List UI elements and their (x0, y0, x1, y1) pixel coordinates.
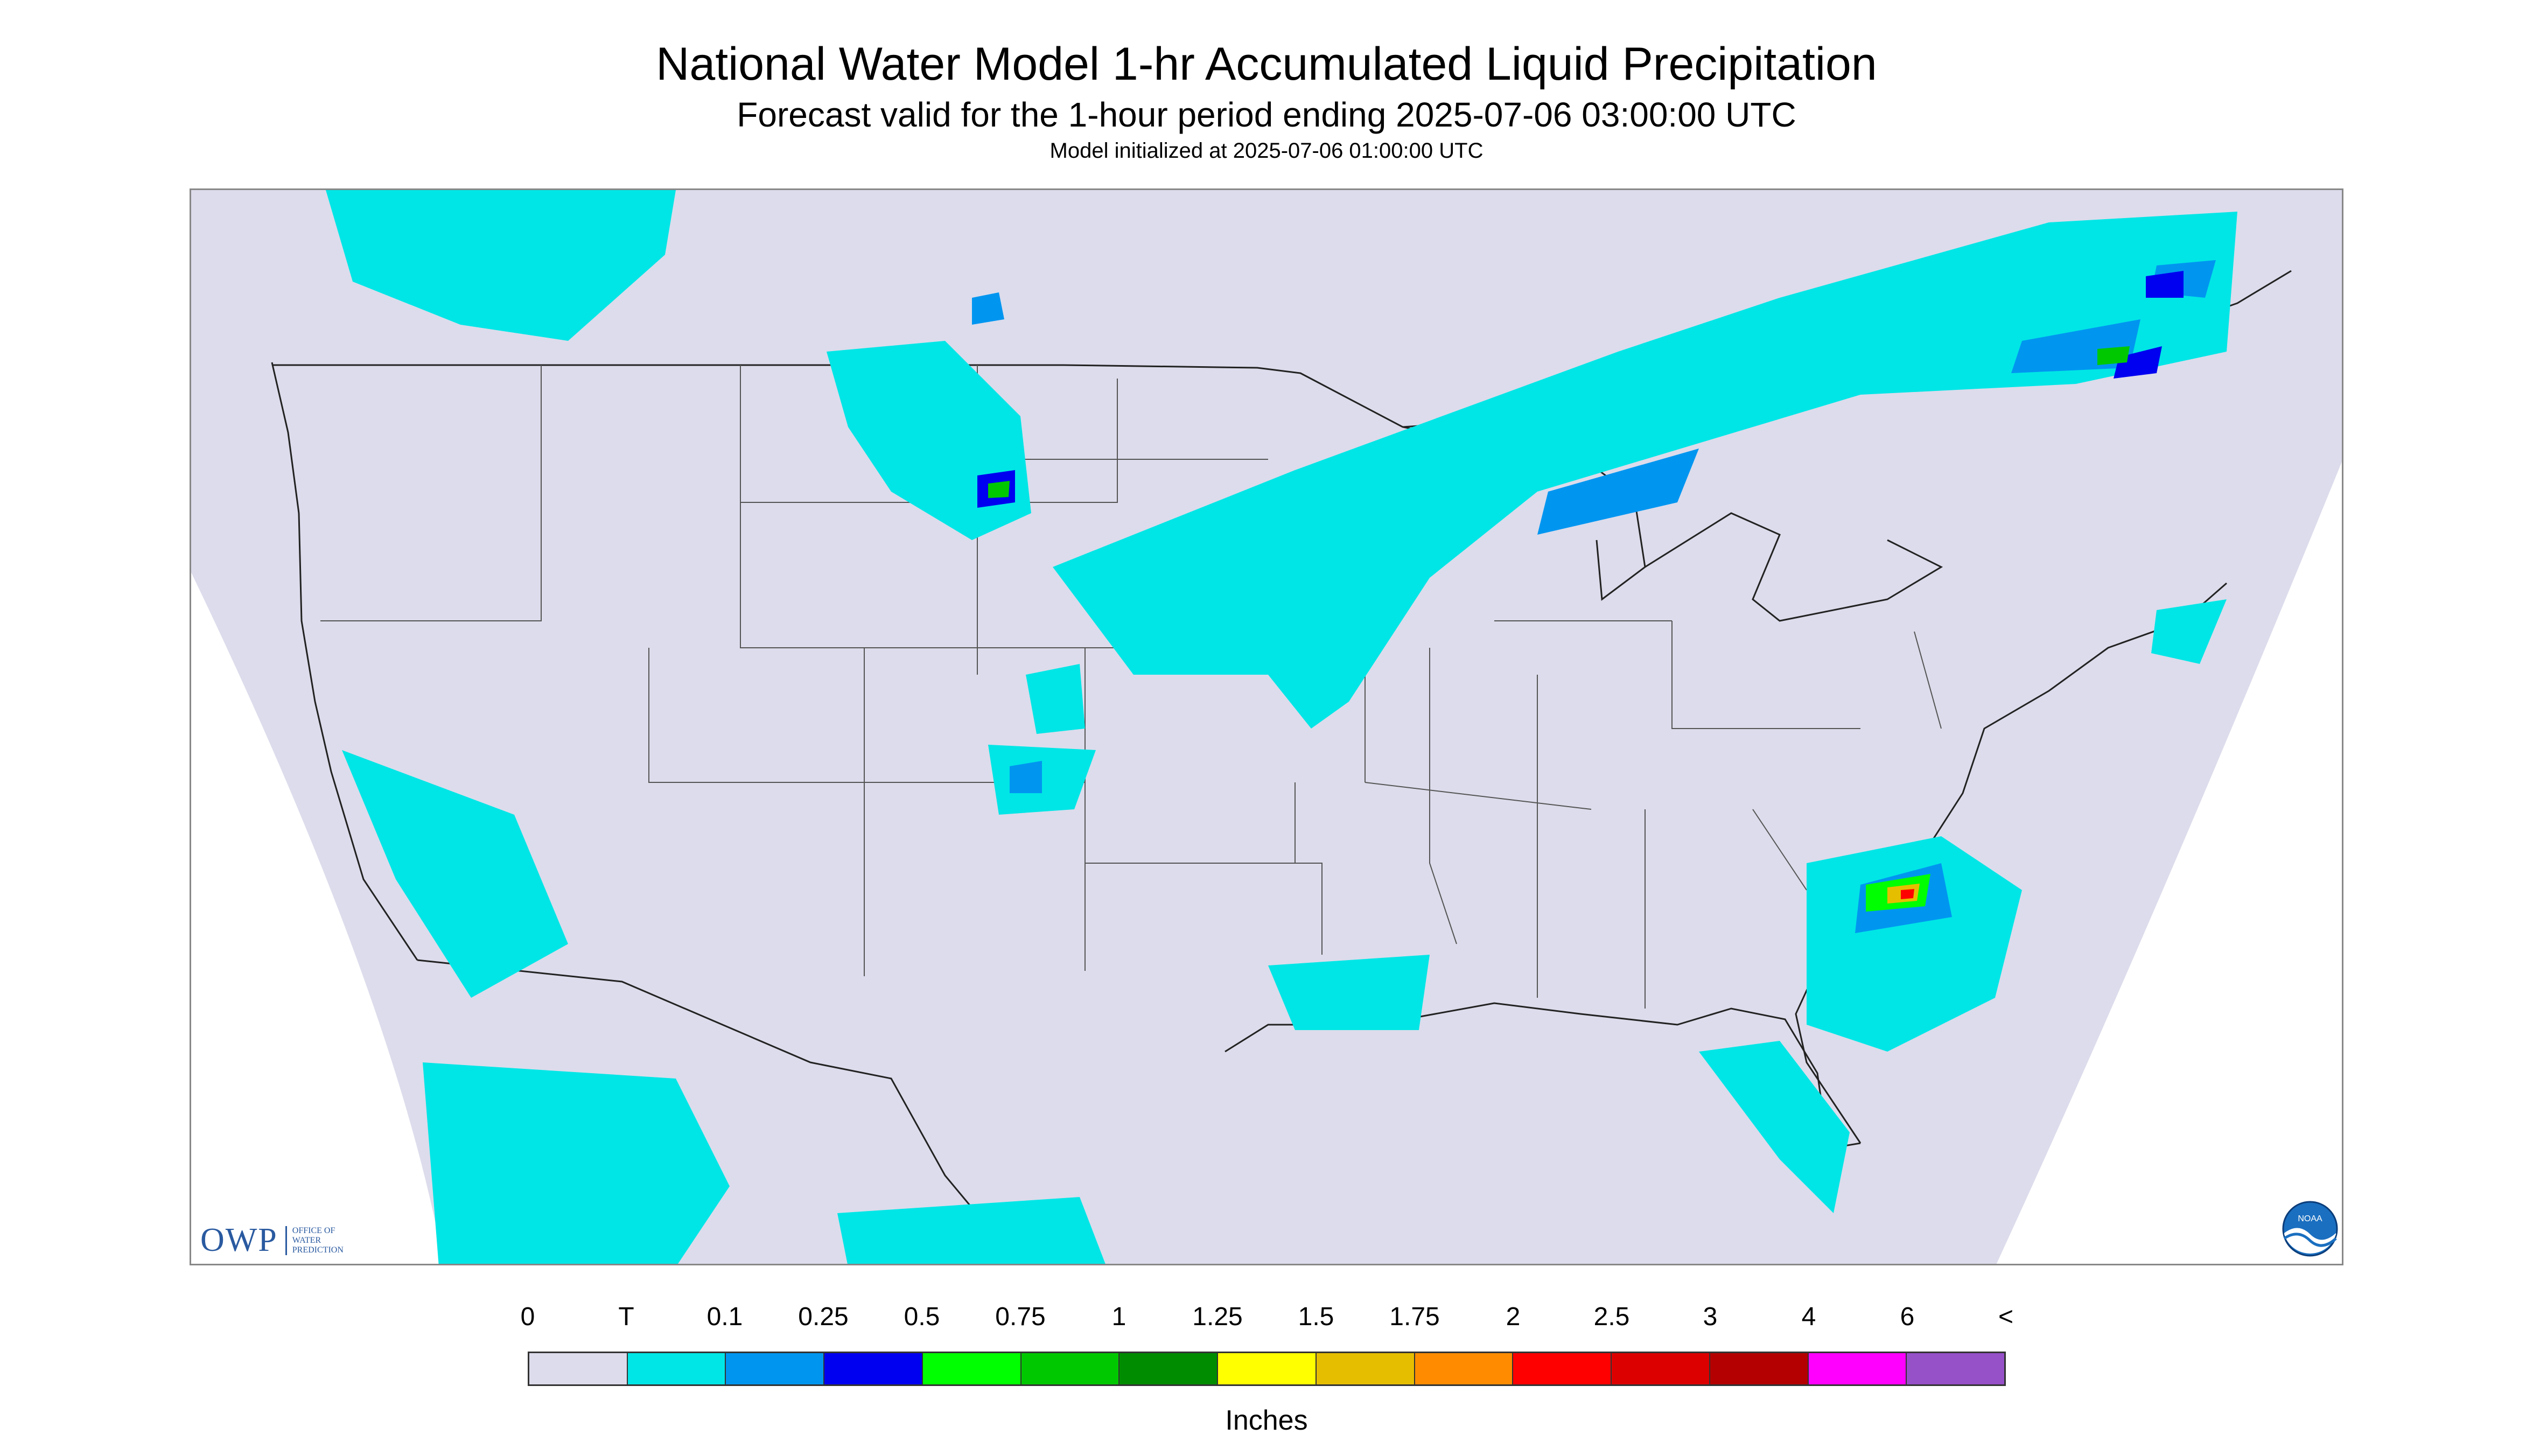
noaa-text: NOAA (2298, 1214, 2322, 1223)
legend-label: < (1998, 1303, 2014, 1331)
precip-heavy (988, 346, 2130, 912)
owp-mark: OWP (200, 1222, 278, 1258)
precipitation-map (190, 188, 2343, 1265)
legend-label: 0.1 (706, 1303, 743, 1331)
east-coast (1795, 582, 2227, 1144)
legend-label: 1 (1111, 1303, 1126, 1331)
legend-swatch (529, 1353, 628, 1384)
legend-swatch (1415, 1353, 1514, 1384)
legend-label: T (618, 1303, 634, 1331)
legend-swatch (627, 1353, 726, 1384)
legend-swatch (1808, 1353, 1907, 1384)
legend-label: 1.5 (1298, 1303, 1334, 1331)
legend-swatch (1316, 1353, 1415, 1384)
legend-swatch (1513, 1353, 1612, 1384)
legend-swatch (1021, 1353, 1120, 1384)
map-canvas (191, 190, 2342, 1264)
legend-label: 2 (1506, 1303, 1521, 1331)
map-subtitle: Forecast valid for the 1-hour period end… (737, 95, 1796, 134)
legend-colorbar (528, 1352, 2006, 1386)
legend-label: 1.75 (1389, 1303, 1440, 1331)
west-coast (271, 362, 418, 961)
map-title: National Water Model 1-hr Accumulated Li… (656, 38, 1877, 90)
legend-swatch (824, 1353, 923, 1384)
legend-label: 0.25 (798, 1303, 849, 1331)
legend-label: 3 (1703, 1303, 1718, 1331)
legend-label: 6 (1900, 1303, 1915, 1331)
model-init-text: Model initialized at 2025-07-06 01:00:00… (1049, 139, 1484, 163)
legend-label: 0.5 (904, 1303, 940, 1331)
legend-labels: 0 T 0.1 0.25 0.5 0.75 1 1.25 1.5 1.75 2 2.5 3 4 6 < (0, 1302, 2533, 1334)
legend-swatch (726, 1353, 825, 1384)
legend-label: 0.75 (995, 1303, 1046, 1331)
legend-swatch (1710, 1353, 1809, 1384)
noaa-logo: NOAA (2282, 1201, 2338, 1257)
legend-label: 4 (1801, 1303, 1816, 1331)
legend-swatch (1119, 1353, 1219, 1384)
legend-swatch (1612, 1353, 1710, 1384)
legend-swatch (922, 1353, 1021, 1384)
legend-label: 2.5 (1593, 1303, 1630, 1331)
legend-swatch (1907, 1353, 2005, 1384)
legend-label: 0 (520, 1303, 535, 1331)
owp-text: OFFICE OF WATER PREDICTION (285, 1226, 357, 1255)
owp-logo: OWP OFFICE OF WATER PREDICTION (200, 1221, 357, 1259)
precip-trace (326, 190, 2237, 1264)
legend-label: 1.25 (1192, 1303, 1243, 1331)
legend-swatch (1218, 1353, 1317, 1384)
legend-units: Inches (1225, 1405, 1308, 1436)
